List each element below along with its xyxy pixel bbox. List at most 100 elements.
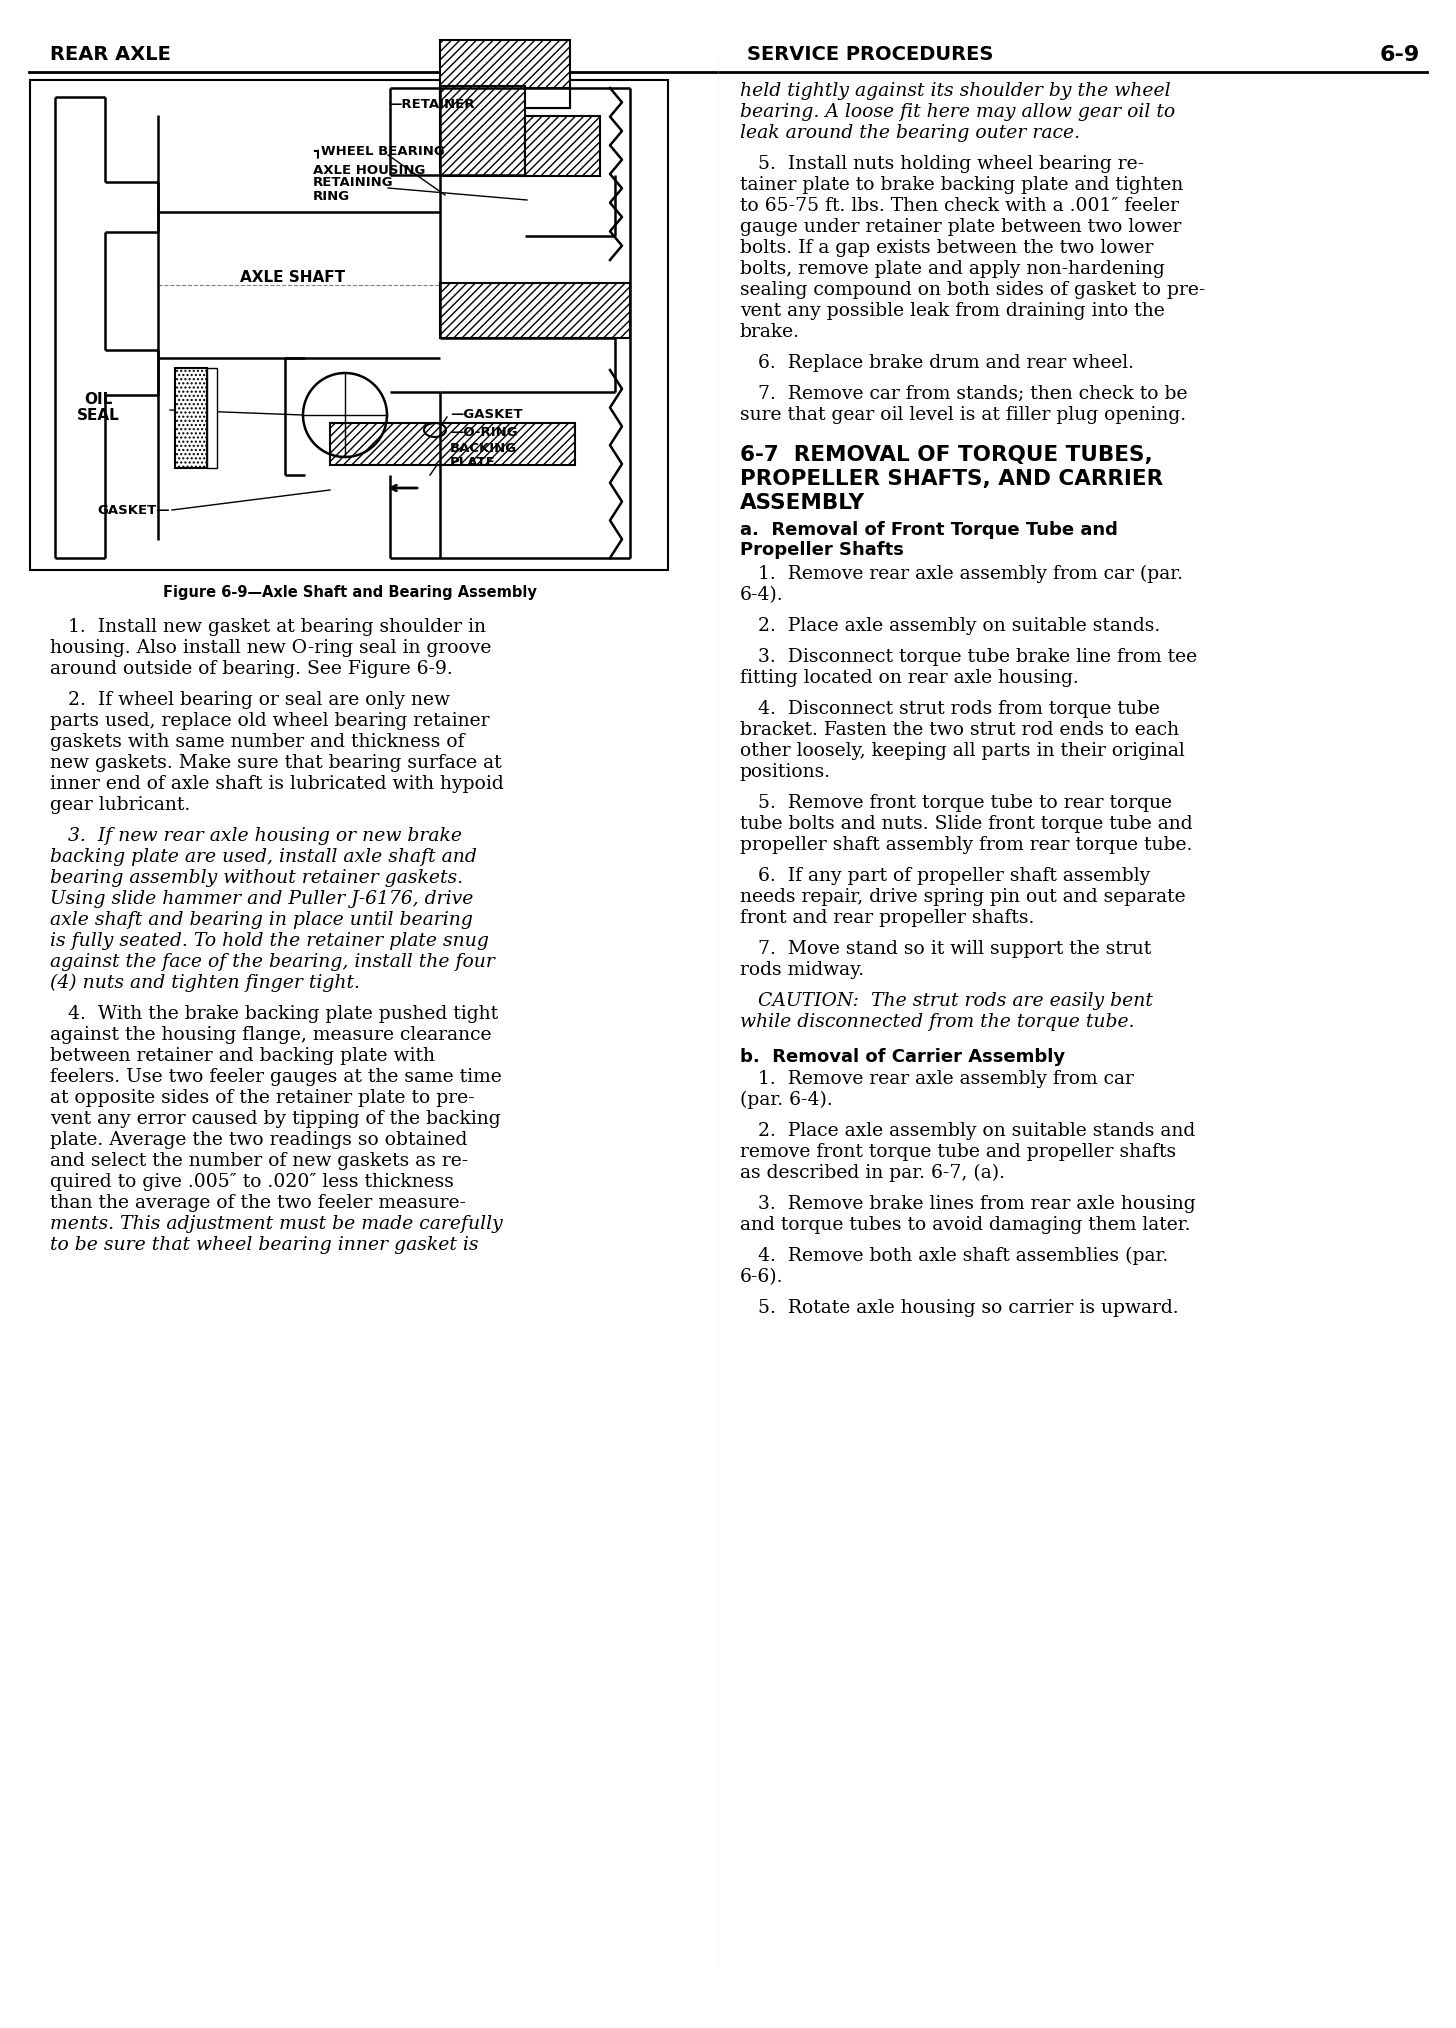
Text: new gaskets. Make sure that bearing surface at: new gaskets. Make sure that bearing surf…: [50, 754, 502, 773]
Text: 3.  Disconnect torque tube brake line from tee: 3. Disconnect torque tube brake line fro…: [740, 649, 1197, 665]
Text: 3.  If new rear axle housing or new brake: 3. If new rear axle housing or new brake: [50, 827, 462, 846]
Text: held tightly against its shoulder by the wheel: held tightly against its shoulder by the…: [740, 81, 1171, 99]
Text: between retainer and backing plate with: between retainer and backing plate with: [50, 1046, 435, 1065]
Text: than the average of the two feeler measure-: than the average of the two feeler measu…: [50, 1194, 466, 1213]
Text: vent any possible leak from draining into the: vent any possible leak from draining int…: [740, 302, 1165, 320]
Text: CAUTION:  The strut rods are easily bent: CAUTION: The strut rods are easily bent: [740, 992, 1153, 1010]
Text: parts used, replace old wheel bearing retainer: parts used, replace old wheel bearing re…: [50, 712, 489, 730]
Bar: [440, 87, 569, 107]
Text: leak around the bearing outer race.: leak around the bearing outer race.: [740, 124, 1080, 142]
Text: 6.  If any part of propeller shaft assembly: 6. If any part of propeller shaft assemb…: [740, 868, 1150, 884]
Text: while disconnected from the torque tube.: while disconnected from the torque tube.: [740, 1014, 1134, 1030]
Text: bracket. Fasten the two strut rod ends to each: bracket. Fasten the two strut rod ends t…: [740, 722, 1179, 738]
Text: REAR AXLE: REAR AXLE: [50, 45, 170, 65]
Text: sure that gear oil level is at filler plug opening.: sure that gear oil level is at filler pl…: [740, 406, 1187, 424]
Text: Figure 6-9—Axle Shaft and Bearing Assembly: Figure 6-9—Axle Shaft and Bearing Assemb…: [163, 584, 537, 600]
Text: other loosely, keeping all parts in their original: other loosely, keeping all parts in thei…: [740, 742, 1185, 760]
Text: against the housing flange, measure clearance: against the housing flange, measure clea…: [50, 1026, 492, 1044]
Bar: [207, 367, 217, 468]
Text: 5.  Rotate axle housing so carrier is upward.: 5. Rotate axle housing so carrier is upw…: [740, 1300, 1178, 1316]
Text: bearing. A loose fit here may allow gear oil to: bearing. A loose fit here may allow gear…: [740, 103, 1175, 122]
Text: BACKING: BACKING: [450, 442, 517, 456]
Text: positions.: positions.: [740, 763, 831, 781]
Text: 1.  Install new gasket at bearing shoulder in: 1. Install new gasket at bearing shoulde…: [50, 619, 486, 637]
Text: bolts, remove plate and apply non-hardening: bolts, remove plate and apply non-harden…: [740, 260, 1165, 278]
Text: —GASKET: —GASKET: [450, 408, 523, 422]
Text: 5.  Remove front torque tube to rear torque: 5. Remove front torque tube to rear torq…: [740, 795, 1172, 811]
Text: and select the number of new gaskets as re-: and select the number of new gaskets as …: [50, 1152, 469, 1170]
Text: 1.  Remove rear axle assembly from car (par.: 1. Remove rear axle assembly from car (p…: [740, 566, 1184, 584]
Text: —O-RING: —O-RING: [450, 426, 518, 438]
Text: ments. This adjustment must be made carefully: ments. This adjustment must be made care…: [50, 1215, 502, 1233]
Text: gauge under retainer plate between two lower: gauge under retainer plate between two l…: [740, 217, 1181, 235]
Text: fitting located on rear axle housing.: fitting located on rear axle housing.: [740, 669, 1079, 687]
Text: around outside of bearing. See Figure 6-9.: around outside of bearing. See Figure 6-…: [50, 659, 453, 677]
Text: 5.  Install nuts holding wheel bearing re-: 5. Install nuts holding wheel bearing re…: [740, 154, 1144, 172]
Text: gear lubricant.: gear lubricant.: [50, 797, 191, 813]
Text: and torque tubes to avoid damaging them later.: and torque tubes to avoid damaging them …: [740, 1217, 1191, 1233]
Text: ┓WHEEL BEARING: ┓WHEEL BEARING: [313, 146, 444, 158]
Text: 7.  Remove car from stands; then check to be: 7. Remove car from stands; then check to…: [740, 385, 1188, 404]
Text: 7.  Move stand so it will support the strut: 7. Move stand so it will support the str…: [740, 941, 1152, 957]
Text: housing. Also install new O-ring seal in groove: housing. Also install new O-ring seal in…: [50, 639, 491, 657]
Text: needs repair, drive spring pin out and separate: needs repair, drive spring pin out and s…: [740, 888, 1185, 907]
Text: to 65-75 ft. lbs. Then check with a .001″ feeler: to 65-75 ft. lbs. Then check with a .001…: [740, 197, 1179, 215]
Text: RETAINING: RETAINING: [313, 176, 393, 189]
Text: 4.  Disconnect strut rods from torque tube: 4. Disconnect strut rods from torque tub…: [740, 700, 1160, 718]
Text: SERVICE PROCEDURES: SERVICE PROCEDURES: [747, 45, 993, 65]
Text: Propeller Shafts: Propeller Shafts: [740, 541, 904, 560]
Text: 6-4).: 6-4).: [740, 586, 783, 604]
Text: 3.  Remove brake lines from rear axle housing: 3. Remove brake lines from rear axle hou…: [740, 1194, 1195, 1213]
Bar: [331, 424, 575, 464]
Text: bearing assembly without retainer gaskets.: bearing assembly without retainer gasket…: [50, 870, 463, 886]
Text: at opposite sides of the retainer plate to pre-: at opposite sides of the retainer plate …: [50, 1089, 475, 1107]
Text: PLATE: PLATE: [450, 456, 495, 468]
Text: PROPELLER SHAFTS, AND CARRIER: PROPELLER SHAFTS, AND CARRIER: [740, 468, 1163, 489]
Text: —RETAINER: —RETAINER: [387, 99, 475, 112]
Text: 2.  Place axle assembly on suitable stands and: 2. Place axle assembly on suitable stand…: [740, 1121, 1195, 1140]
Text: sealing compound on both sides of gasket to pre-: sealing compound on both sides of gasket…: [740, 282, 1206, 298]
Text: 4.  Remove both axle shaft assemblies (par.: 4. Remove both axle shaft assemblies (pa…: [740, 1247, 1168, 1265]
Text: OIL: OIL: [84, 393, 112, 408]
Text: tainer plate to brake backing plate and tighten: tainer plate to brake backing plate and …: [740, 176, 1184, 195]
Text: a.  Removal of Front Torque Tube and: a. Removal of Front Torque Tube and: [740, 521, 1118, 539]
Bar: [440, 41, 569, 107]
Text: Using slide hammer and Puller J-6176, drive: Using slide hammer and Puller J-6176, dr…: [50, 890, 473, 909]
Text: axle shaft and bearing in place until bearing: axle shaft and bearing in place until be…: [50, 911, 473, 929]
Text: against the face of the bearing, install the four: against the face of the bearing, install…: [50, 953, 495, 971]
Text: tube bolts and nuts. Slide front torque tube and: tube bolts and nuts. Slide front torque …: [740, 815, 1192, 834]
Text: 2.  If wheel bearing or seal are only new: 2. If wheel bearing or seal are only new: [50, 692, 450, 710]
Text: feelers. Use two feeler gauges at the same time: feelers. Use two feeler gauges at the sa…: [50, 1069, 502, 1087]
Text: propeller shaft assembly from rear torque tube.: propeller shaft assembly from rear torqu…: [740, 836, 1192, 854]
Text: 1.  Remove rear axle assembly from car: 1. Remove rear axle assembly from car: [740, 1071, 1134, 1087]
Text: AXLE SHAFT: AXLE SHAFT: [240, 270, 345, 286]
Text: gaskets with same number and thickness of: gaskets with same number and thickness o…: [50, 732, 464, 750]
Bar: [526, 116, 600, 176]
Text: AXLE HOUSING: AXLE HOUSING: [313, 164, 425, 176]
Text: inner end of axle shaft is lubricated with hypoid: inner end of axle shaft is lubricated wi…: [50, 775, 504, 793]
Text: GASKET—: GASKET—: [98, 503, 170, 517]
Text: bolts. If a gap exists between the two lower: bolts. If a gap exists between the two l…: [740, 239, 1153, 258]
Text: vent any error caused by tipping of the backing: vent any error caused by tipping of the …: [50, 1109, 501, 1128]
Text: SEAL: SEAL: [77, 408, 119, 424]
Text: to be sure that wheel bearing inner gasket is: to be sure that wheel bearing inner gask…: [50, 1235, 479, 1253]
Bar: [175, 367, 207, 468]
Bar: [440, 284, 630, 339]
Text: ASSEMBLY: ASSEMBLY: [740, 493, 865, 513]
Text: 6-9: 6-9: [1380, 45, 1420, 65]
Text: 6-7  REMOVAL OF TORQUE TUBES,: 6-7 REMOVAL OF TORQUE TUBES,: [740, 444, 1153, 464]
Text: (par. 6-4).: (par. 6-4).: [740, 1091, 833, 1109]
Text: rods midway.: rods midway.: [740, 961, 863, 980]
Text: front and rear propeller shafts.: front and rear propeller shafts.: [740, 909, 1034, 927]
Bar: [440, 85, 526, 176]
Text: brake.: brake.: [740, 322, 799, 341]
Text: remove front torque tube and propeller shafts: remove front torque tube and propeller s…: [740, 1144, 1176, 1160]
Text: backing plate are used, install axle shaft and: backing plate are used, install axle sha…: [50, 848, 478, 866]
Bar: [31, 79, 668, 570]
Text: 6-6).: 6-6).: [740, 1268, 783, 1286]
Text: (4) nuts and tighten finger tight.: (4) nuts and tighten finger tight.: [50, 973, 360, 992]
Text: 4.  With the brake backing plate pushed tight: 4. With the brake backing plate pushed t…: [50, 1006, 498, 1022]
Text: RING: RING: [313, 189, 349, 203]
Text: 6.  Replace brake drum and rear wheel.: 6. Replace brake drum and rear wheel.: [740, 355, 1134, 371]
Text: as described in par. 6-7, (a).: as described in par. 6-7, (a).: [740, 1164, 1005, 1182]
